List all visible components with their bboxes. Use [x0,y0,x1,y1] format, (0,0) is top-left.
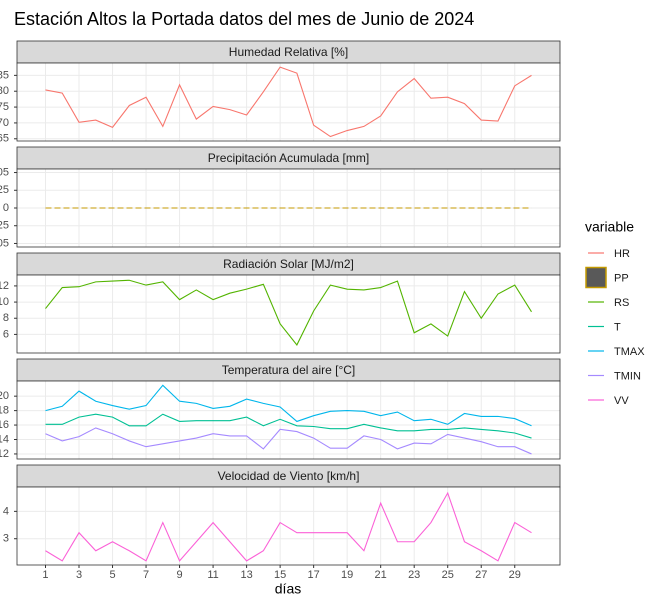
panel-border [16,168,561,248]
y-tick-label: 12 [0,448,9,460]
y-tick-label: 70 [0,117,9,129]
legend-label: HR [614,248,630,260]
panel-border [16,62,561,142]
x-tick-label: 19 [341,569,353,581]
y-tick-label: 18 [0,405,9,417]
x-tick-label: 29 [509,569,521,581]
x-tick-label: 1 [42,569,48,581]
y-tick-label: 6 [3,328,9,340]
x-tick-label: 25 [442,569,454,581]
data-line [45,491,532,562]
x-tick-label: 21 [375,569,387,581]
y-tick-label: 16 [0,419,9,431]
strip-label: Precipitación Acumulada [mm] [208,151,369,165]
panel [17,275,560,353]
legend-label: VV [614,395,629,407]
legend-label: TMAX [614,346,645,358]
y-tick-label: 8 [3,312,9,324]
panel-border [16,486,561,566]
strip-label: Velocidad de Viento [km/h] [218,469,360,483]
x-tick-label: 15 [274,569,286,581]
panel [17,487,560,565]
y-tick-label: -0.05 [0,237,9,249]
x-tick-label: 3 [76,569,82,581]
data-line [45,427,532,455]
y-tick-label: 85 [0,69,9,81]
data-line [45,413,532,439]
legend-label: RS [614,297,629,309]
legend-key [585,266,607,289]
x-tick-label: 5 [109,569,115,581]
x-tick-label: 11 [207,569,218,581]
x-tick-label: 13 [240,569,252,581]
legend-label: PP [614,272,629,284]
y-tick-label: 80 [0,85,9,97]
panel-border [16,274,561,354]
x-tick-label: 7 [143,569,149,581]
y-tick-label: 65 [0,133,9,145]
y-tick-label: -0.025 [0,220,9,232]
x-tick-label: 9 [177,569,183,581]
x-tick-label: 17 [308,569,320,581]
legend-label: TMIN [614,370,641,382]
y-tick-label: 14 [0,433,9,445]
legend-label: T [614,321,621,333]
data-line [45,66,532,138]
panel [17,381,560,459]
y-tick-label: 10 [0,296,9,308]
legend-title: variable [585,219,634,235]
y-tick-label: 3 [3,533,9,545]
y-tick-label: 75 [0,101,9,113]
x-tick-label: 23 [408,569,420,581]
y-tick-label: 0 [3,202,9,214]
strip-label: Radiación Solar [MJ/m2] [223,257,354,271]
y-tick-label: 0.025 [0,184,9,196]
data-line [45,279,532,346]
panel [17,63,560,141]
x-axis-label: días [275,581,301,597]
chart-title: Estación Altos la Portada datos del mes … [14,9,474,29]
strip-label: Temperatura del aire [°C] [222,363,356,377]
y-tick-label: 4 [3,505,9,517]
panel-border [16,380,561,460]
strip-label: Humedad Relativa [%] [229,45,348,59]
data-line [45,384,532,427]
y-tick-label: 0.05 [0,166,9,178]
y-tick-label: 20 [0,390,9,402]
x-tick-label: 27 [475,569,487,581]
y-tick-label: 12 [0,280,9,292]
